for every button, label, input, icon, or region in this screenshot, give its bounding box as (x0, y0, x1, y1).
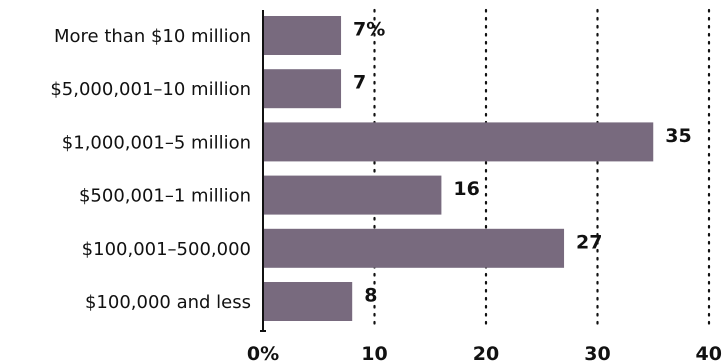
x-tick-label-40: 40 (696, 343, 722, 364)
bar-1 (263, 69, 342, 109)
value-label-0: 7% (353, 19, 385, 41)
value-label-1: 7 (353, 72, 366, 94)
x-tick-label-30: 30 (584, 343, 610, 364)
bar-2 (263, 122, 654, 162)
axes (260, 10, 266, 332)
category-label-5: $100,000 and less (85, 292, 251, 313)
x-tick-label-20: 20 (473, 343, 499, 364)
category-label-3: $500,001–1 million (79, 186, 251, 207)
gridlines (373, 8, 711, 327)
value-label-3: 16 (453, 178, 479, 200)
value-label-5: 8 (364, 285, 377, 307)
bar-4 (263, 228, 565, 268)
bar-5 (263, 282, 353, 321)
x-tick-label-0: 0% (247, 343, 279, 364)
labels: More than $10 million 7% $5,000,001–10 mil… (50, 19, 722, 364)
category-label-0: More than $10 million (54, 26, 251, 47)
x-tick-label-10: 10 (361, 343, 387, 364)
bar-0 (263, 16, 342, 55)
category-label-4: $100,001–500,000 (82, 239, 251, 260)
value-label-4: 27 (576, 231, 602, 253)
bars (263, 16, 654, 321)
category-label-1: $5,000,001–10 million (50, 79, 251, 100)
bar-3 (263, 175, 442, 215)
value-label-2: 35 (665, 125, 691, 147)
category-label-2: $1,000,001–5 million (62, 132, 251, 153)
